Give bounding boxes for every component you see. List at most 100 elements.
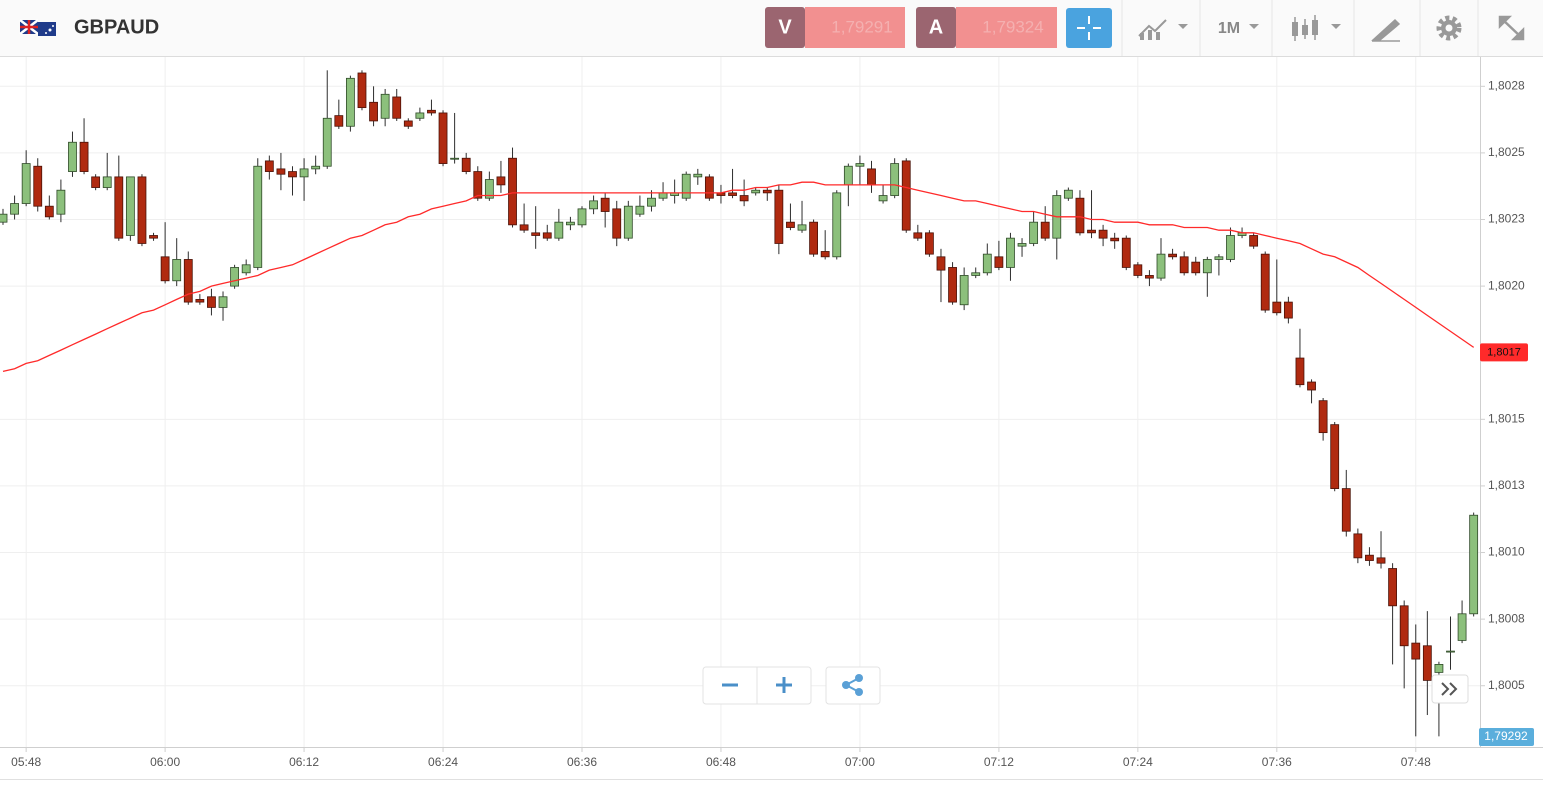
candle-up	[1226, 235, 1235, 260]
candle-down	[1353, 533, 1363, 559]
candle-up	[843, 165, 853, 186]
candle-up	[1017, 243, 1027, 247]
candle-up	[1434, 664, 1444, 673]
candle-up	[380, 93, 390, 119]
candle-down	[531, 232, 541, 236]
candle-down	[519, 224, 529, 231]
share-button[interactable]	[825, 666, 881, 705]
x-tick-label: 06:48	[706, 755, 736, 769]
candle-up	[647, 197, 656, 207]
candle-down	[114, 176, 124, 239]
y-tick-label: 1,8005	[1488, 678, 1525, 692]
share-dot	[855, 674, 863, 682]
x-tick-label: 07:24	[1123, 755, 1153, 769]
buy-button[interactable]	[916, 7, 956, 48]
candle-up	[10, 203, 19, 215]
candle-down	[1098, 229, 1108, 239]
candle-up	[1006, 237, 1015, 268]
x-tick-label: 05:48	[11, 755, 41, 769]
candle-up	[241, 264, 251, 274]
candle-down	[867, 168, 876, 186]
candle-up	[1063, 189, 1073, 199]
candle-type-button[interactable]	[1292, 15, 1341, 41]
x-tick-label: 06:00	[150, 755, 180, 769]
candle-up	[1029, 221, 1039, 244]
candle-down	[1040, 221, 1050, 239]
candle-down	[820, 251, 830, 258]
fullscreen-button[interactable]	[1498, 15, 1525, 41]
y-tick-label: 1,8025	[1488, 145, 1525, 159]
x-tick-label: 06:12	[289, 755, 319, 769]
ma-price-label: 1,8017	[1487, 346, 1521, 358]
candle-down	[994, 256, 1004, 268]
candle-up	[751, 189, 761, 194]
candle-up	[1457, 613, 1467, 641]
moving-average	[2, 181, 1475, 373]
candle-up	[1446, 650, 1455, 653]
candle-up	[0, 213, 8, 223]
candle-up	[322, 117, 332, 167]
x-tick-label: 06:36	[567, 755, 597, 769]
candle-down	[1388, 568, 1397, 607]
x-tick-label: 06:24	[428, 755, 458, 769]
candle-down	[33, 165, 43, 207]
last-price-box	[1479, 728, 1534, 746]
candle-up	[311, 165, 321, 170]
candle-down	[1365, 554, 1374, 561]
candle-down	[786, 221, 795, 228]
sell-label: V	[778, 16, 792, 38]
candle-up	[102, 176, 112, 188]
candle-down	[1121, 237, 1131, 268]
candle-up	[982, 253, 992, 274]
chart-type-button[interactable]	[1138, 19, 1188, 40]
candle-up	[218, 296, 228, 308]
candle-down	[925, 232, 934, 255]
scroll-end-button[interactable]	[1431, 674, 1469, 704]
candle-up	[855, 163, 865, 167]
candle-up	[797, 224, 807, 231]
candle-down	[461, 157, 471, 172]
buy-price-box[interactable]	[956, 7, 1057, 48]
candle-down	[1283, 301, 1293, 319]
zoom-in[interactable]	[776, 677, 792, 693]
candle-down	[948, 267, 957, 303]
settings-button[interactable]	[1436, 15, 1462, 41]
y-tick-label: 1,8023	[1488, 212, 1525, 226]
crosshair-button[interactable]	[1066, 8, 1112, 48]
buy-price: 1,79324	[982, 17, 1043, 36]
candle-down	[774, 189, 784, 244]
candle-up	[345, 77, 355, 127]
candle-up	[681, 173, 691, 199]
candle-down	[1260, 253, 1270, 311]
sell-price-box[interactable]	[805, 7, 905, 48]
scroll-end-icon	[1441, 682, 1458, 696]
candle-up	[658, 192, 668, 199]
crosshair-icon	[1077, 16, 1101, 40]
candle-up	[890, 163, 900, 196]
candle-up	[878, 195, 888, 202]
candle-down	[1191, 261, 1201, 274]
candle-down	[1133, 264, 1143, 276]
candle-up	[68, 141, 77, 172]
candle-down	[913, 232, 923, 239]
candle-up	[554, 221, 564, 239]
y-tick-label: 1,8028	[1488, 78, 1525, 92]
candle-down	[403, 120, 413, 127]
separators	[1121, 0, 1479, 56]
candle-down	[704, 176, 714, 199]
share-dot	[855, 688, 863, 696]
candle-down	[91, 176, 101, 188]
candle-down	[809, 221, 818, 255]
candle-down	[739, 195, 749, 202]
candle-down	[334, 115, 344, 127]
timeframe[interactable]: 1M	[1218, 20, 1240, 37]
y-tick-label: 1,8008	[1488, 611, 1525, 625]
draw-button[interactable]	[1371, 18, 1401, 42]
candle-down	[496, 176, 506, 186]
plot	[0, 57, 1480, 747]
x-tick-label: 07:48	[1401, 755, 1431, 769]
timeframe-arrow	[1249, 24, 1259, 29]
candle-down	[183, 259, 193, 303]
sell-button[interactable]	[765, 7, 805, 48]
